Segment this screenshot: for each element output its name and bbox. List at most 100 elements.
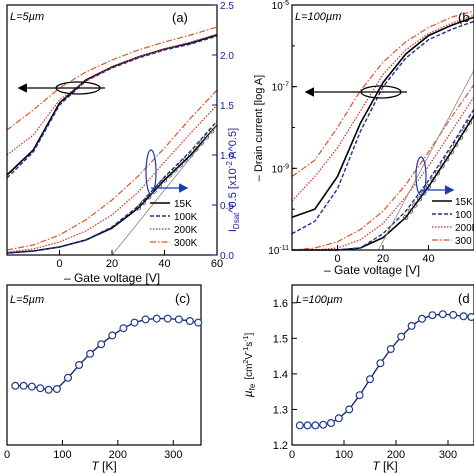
panel-c-point xyxy=(185,317,194,326)
panel-c-point xyxy=(44,385,53,394)
panel-d-y-tick-label: 1.6 xyxy=(273,298,288,310)
panel-c-line xyxy=(15,317,199,391)
panel-d-y-axis-label: µfe[cm2V-1s-1] xyxy=(241,333,257,398)
panel-a-sqrt-curve-300K xyxy=(6,89,218,251)
panel-c-point xyxy=(86,349,95,358)
panel-b: 0 20 40 10-11 10-9 10-7 10-5 L=100µm (b – Gat… xyxy=(253,0,474,277)
panel-b-marker xyxy=(444,156,450,162)
panel-a: 0 20 40 60 0.0 0.5 1.0 1.5 2.0 2.5 L=5µm (a) – G… xyxy=(6,1,241,285)
panel-b-marker xyxy=(457,134,463,140)
panel-b-sqrt-curve-200K xyxy=(292,96,474,251)
panel-b-log-curve-15K xyxy=(291,16,474,219)
panel-b-label: (b xyxy=(458,10,470,25)
panel-c-point xyxy=(19,381,28,390)
panel-a-x-ticks: 0 20 40 60 xyxy=(56,250,223,270)
panel-a-y2-tick-label: 2.5 xyxy=(220,1,234,12)
panel-d-point xyxy=(303,421,312,430)
panel-c: 0 100 200 300 L=5µm (c) T [K] xyxy=(4,284,203,473)
panel-c-x-tick-label: 200 xyxy=(109,449,127,461)
panel-d-point xyxy=(386,345,395,354)
panel-a-x-tick-label: 20 xyxy=(106,258,118,270)
panel-b-x-tick-label: 0 xyxy=(334,253,340,265)
panel-a-legend: 15K 100K 200K 300K xyxy=(150,199,198,249)
panel-d-x-tick-label: 0 xyxy=(289,449,295,461)
panel-d-point xyxy=(407,321,416,330)
panel-d-x-ticks: 0 100 200 300 xyxy=(289,440,457,461)
panel-d-point xyxy=(449,310,458,319)
panel-c-length-label: L=5µm xyxy=(10,294,44,306)
panel-c-point xyxy=(119,324,128,333)
panel-b-x-tick-label: 40 xyxy=(422,253,434,265)
panel-a-x-tick-label: 0 xyxy=(56,258,62,270)
panel-a-curves xyxy=(6,26,218,256)
panel-b-x-ticks: 0 20 40 xyxy=(334,245,435,265)
panel-a-y2-tick-label: 1.5 xyxy=(220,101,234,112)
panel-a-y2-tick-label: 2.0 xyxy=(220,51,234,62)
panel-d-point xyxy=(355,391,364,400)
panel-a-x-tick-label: 60 xyxy=(211,258,223,270)
panel-b-marker xyxy=(453,142,459,148)
panel-a-y2-axis-label: IDsat^0.5 [x10-2 A^0.5] xyxy=(225,128,241,232)
panel-b-y-tick-label: 10-7 xyxy=(272,82,289,94)
panel-b-y-axis-label: – Drain current [log A] xyxy=(253,75,265,181)
panel-d-x-axis-label: T [K] xyxy=(372,459,397,473)
panel-d-x-tick-label: 300 xyxy=(439,449,457,461)
panel-c-point xyxy=(194,318,203,327)
panel-b-tangent-line xyxy=(378,70,474,251)
panel-c-point xyxy=(163,314,172,323)
panel-d-plot xyxy=(295,310,474,430)
panel-d-point xyxy=(397,332,406,341)
panel-b-length-label: L=100µm xyxy=(295,11,341,23)
panel-d-point xyxy=(376,359,385,368)
panel-a-log-curve-100K xyxy=(6,35,218,179)
panel-d-frame xyxy=(291,284,474,446)
panel-d-point xyxy=(467,313,474,321)
panel-a-y2-tick-label: 1.0 xyxy=(220,151,234,162)
panel-b-log-curve-200K xyxy=(291,14,474,202)
panel-b-marker xyxy=(430,177,436,183)
panel-a-marker xyxy=(203,134,210,140)
panel-c-point xyxy=(27,382,36,391)
panel-a-sqrt-curve-100K xyxy=(6,120,218,254)
panel-b-legend-label: 100 xyxy=(455,210,472,221)
panel-b-marker xyxy=(448,149,454,155)
panel-b-marker xyxy=(412,202,418,208)
panel-d-y-ticks: 1.2 1.3 1.4 1.5 1.6 xyxy=(273,298,297,452)
panel-b-marker xyxy=(407,208,413,214)
panel-a-y2-ticks: 0.0 0.5 1.0 1.5 2.0 2.5 xyxy=(212,1,234,262)
panel-a-marker xyxy=(161,177,168,183)
panel-b-marker xyxy=(435,170,441,176)
panel-b-marker xyxy=(425,184,432,190)
panel-c-point xyxy=(174,315,183,324)
panel-d-point xyxy=(345,405,354,414)
panel-d-point xyxy=(459,312,468,321)
panel-d-x-tick-label: 200 xyxy=(387,449,405,461)
panel-d-y-tick-label: 1.3 xyxy=(273,404,288,416)
panel-d-point xyxy=(327,419,336,428)
panel-d-point xyxy=(334,414,343,423)
panel-c-x-ticks: 0 100 200 300 xyxy=(4,440,182,461)
panel-b-sqrt-ellipse xyxy=(415,156,427,196)
panel-d: 0 100 200 300 1.2 1.3 1.4 1.5 1.6 L=100µm (d T … xyxy=(241,284,474,473)
panel-d-point xyxy=(366,375,375,384)
panel-d-y-tick-label: 1.5 xyxy=(273,333,288,345)
panel-b-marker xyxy=(439,163,445,169)
panel-b-sqrt-curve-300K xyxy=(291,84,474,251)
panel-c-point xyxy=(11,381,20,390)
panel-c-point xyxy=(63,373,72,382)
panel-d-label: (d xyxy=(458,291,470,306)
panel-b-legend-label: 15K xyxy=(455,197,473,208)
panel-c-point xyxy=(36,384,45,393)
panel-c-x-axis-label: T [K] xyxy=(91,459,116,473)
panel-b-y-ticks: 10-11 10-9 10-7 10-5 xyxy=(268,0,297,257)
panel-b-log-curve-300K xyxy=(291,10,474,177)
panel-a-marker xyxy=(198,140,204,146)
panel-d-line xyxy=(299,313,472,427)
panel-d-y-tick-label: 1.4 xyxy=(273,369,288,381)
panel-b-frame xyxy=(291,4,474,251)
panel-c-x-tick-label: 300 xyxy=(164,449,182,461)
panel-a-log-curve-200K xyxy=(6,33,218,156)
panel-d-point xyxy=(428,311,437,320)
panel-c-point xyxy=(108,331,117,340)
